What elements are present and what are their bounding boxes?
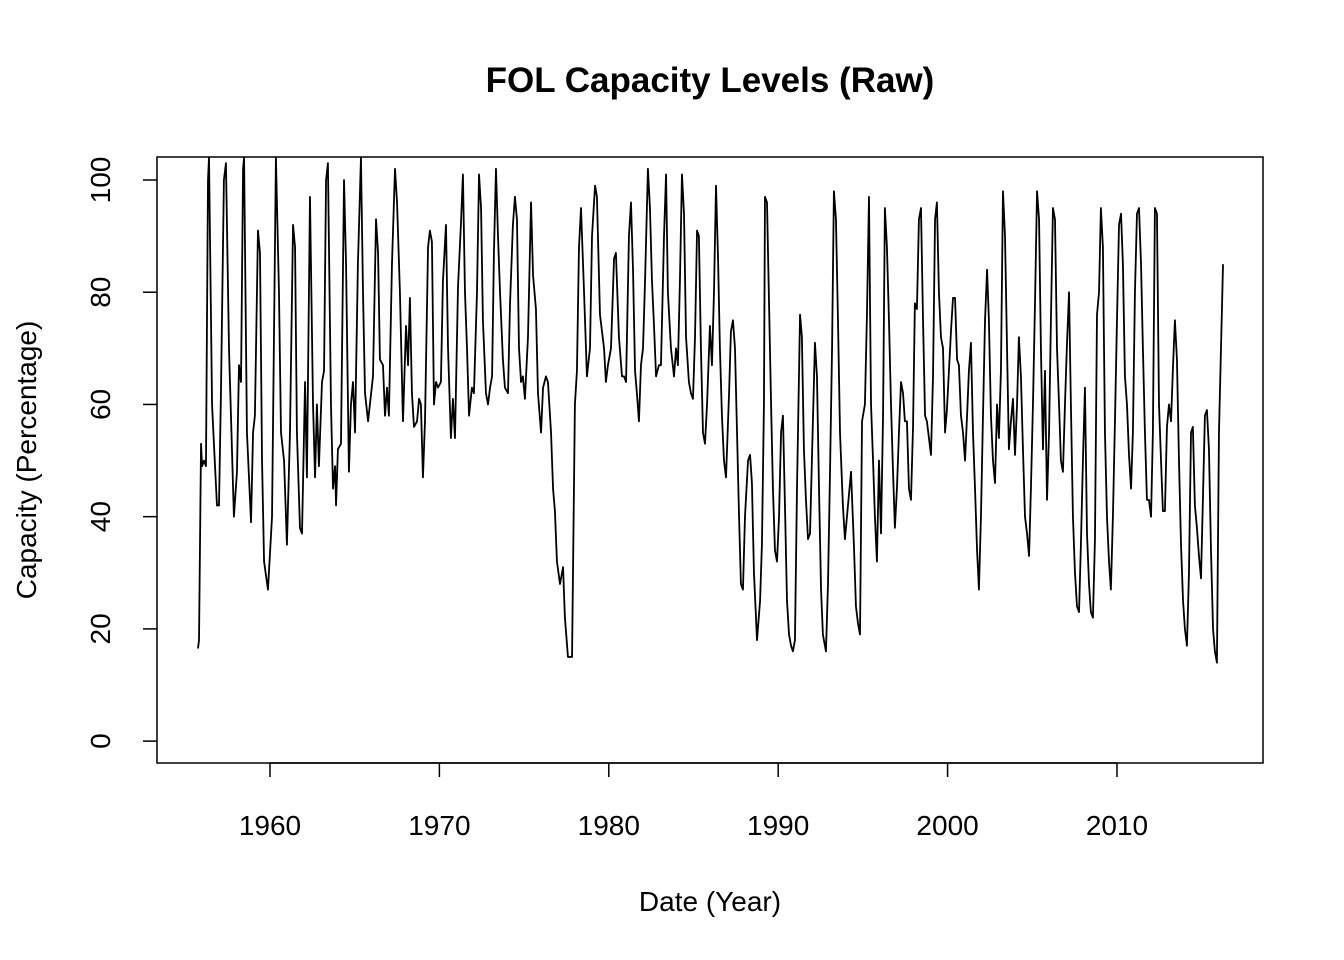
chart-title: FOL Capacity Levels (Raw) — [486, 61, 935, 100]
y-axis-title: Capacity (Percentage) — [11, 321, 42, 600]
x-tick-label: 1960 — [239, 810, 301, 841]
x-tick-label: 1990 — [747, 810, 809, 841]
x-axis-title: Date (Year) — [639, 886, 781, 917]
y-tick-label: 0 — [85, 733, 116, 749]
x-tick-label: 1970 — [408, 810, 470, 841]
y-tick-label: 40 — [85, 501, 116, 532]
x-tick-label: 1980 — [578, 810, 640, 841]
y-tick-label: 80 — [85, 277, 116, 308]
x-tick-label: 2010 — [1086, 810, 1148, 841]
y-tick-label: 60 — [85, 389, 116, 420]
x-tick-label: 2000 — [916, 810, 978, 841]
data-line — [197, 156, 1224, 664]
y-tick-label: 20 — [85, 613, 116, 644]
plot-frame — [156, 156, 1264, 764]
y-tick-label: 100 — [85, 157, 116, 204]
